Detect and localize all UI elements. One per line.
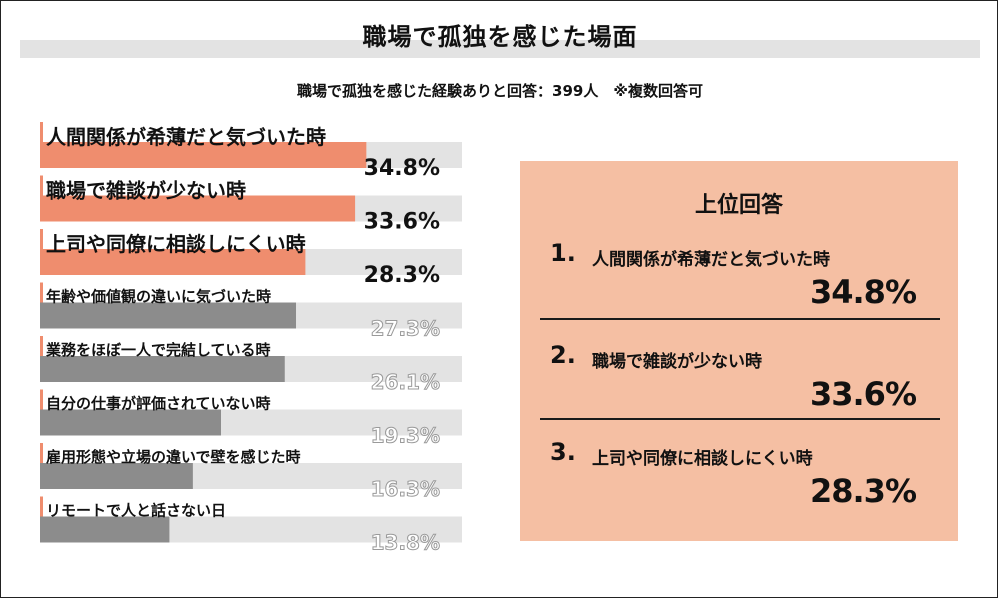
bar (40, 356, 285, 382)
category-label: 雇用形態や立場の違いで壁を感じた時 (46, 448, 301, 466)
chart-subtitle: 職場で孤独を感じた経験ありと回答：399人 ※複数回答可 (297, 82, 703, 100)
rank-3-label: 上司や同僚に相談しにくい時 (592, 449, 813, 469)
label-accent-mark (40, 496, 43, 517)
value-label: 34.8% (364, 156, 440, 181)
category-label: 年齢や価値観の違いに気づいた時 (46, 288, 271, 306)
category-label: 人間関係が希薄だと気づいた時 (46, 125, 326, 149)
rank-1-label: 人間関係が希薄だと気づいた時 (592, 250, 830, 270)
label-accent-mark (40, 336, 43, 356)
label-accent-mark (40, 122, 43, 142)
chart-title: 職場で孤独を感じた場面 (362, 23, 638, 51)
value-label: 19.3% (371, 424, 440, 448)
rank-divider-1 (540, 318, 940, 320)
label-accent-mark (40, 282, 43, 303)
bar (40, 302, 297, 329)
label-accent-mark (40, 229, 43, 249)
value-label: 13.8% (371, 531, 440, 555)
label-accent-mark (40, 389, 43, 410)
title-band (20, 40, 980, 58)
rank-1-value: 34.8% (809, 273, 917, 311)
bar (40, 409, 221, 436)
label-accent-mark (40, 175, 43, 196)
rank-3-number: 3. (550, 438, 576, 466)
category-label: 自分の仕事が評価されていない時 (46, 395, 271, 413)
rank-3-value: 28.3% (809, 472, 917, 510)
bar (40, 463, 193, 489)
value-label: 27.3% (371, 317, 440, 341)
label-accent-mark (40, 443, 43, 463)
value-label: 33.6% (364, 210, 440, 235)
rank-divider-2 (540, 418, 940, 420)
rank-2-label: 職場で雑談が少ない時 (592, 352, 762, 372)
rank-2-value: 33.6% (809, 375, 917, 413)
category-label: 職場で雑談が少ない時 (46, 179, 246, 203)
value-label: 28.3% (364, 263, 440, 288)
bar (40, 516, 170, 543)
category-label: 業務をほぼ一人で完結している時 (45, 341, 271, 359)
bar (40, 249, 306, 275)
bar (40, 195, 356, 222)
category-label: リモートで人と話さない日 (46, 502, 226, 520)
top-answers-heading: 上位回答 (694, 193, 783, 218)
top-answers-panel: 上位回答 1. 人間関係が希薄だと気づいた時 34.8% 2. 職場で雑談が少な… (520, 161, 958, 541)
category-label: 上司や同僚に相談しにくい時 (46, 232, 306, 256)
value-label: 26.1% (371, 370, 440, 394)
bar (40, 142, 367, 168)
rank-2-number: 2. (550, 341, 576, 369)
rank-1-number: 1. (550, 239, 576, 267)
value-label: 16.3% (371, 477, 440, 501)
